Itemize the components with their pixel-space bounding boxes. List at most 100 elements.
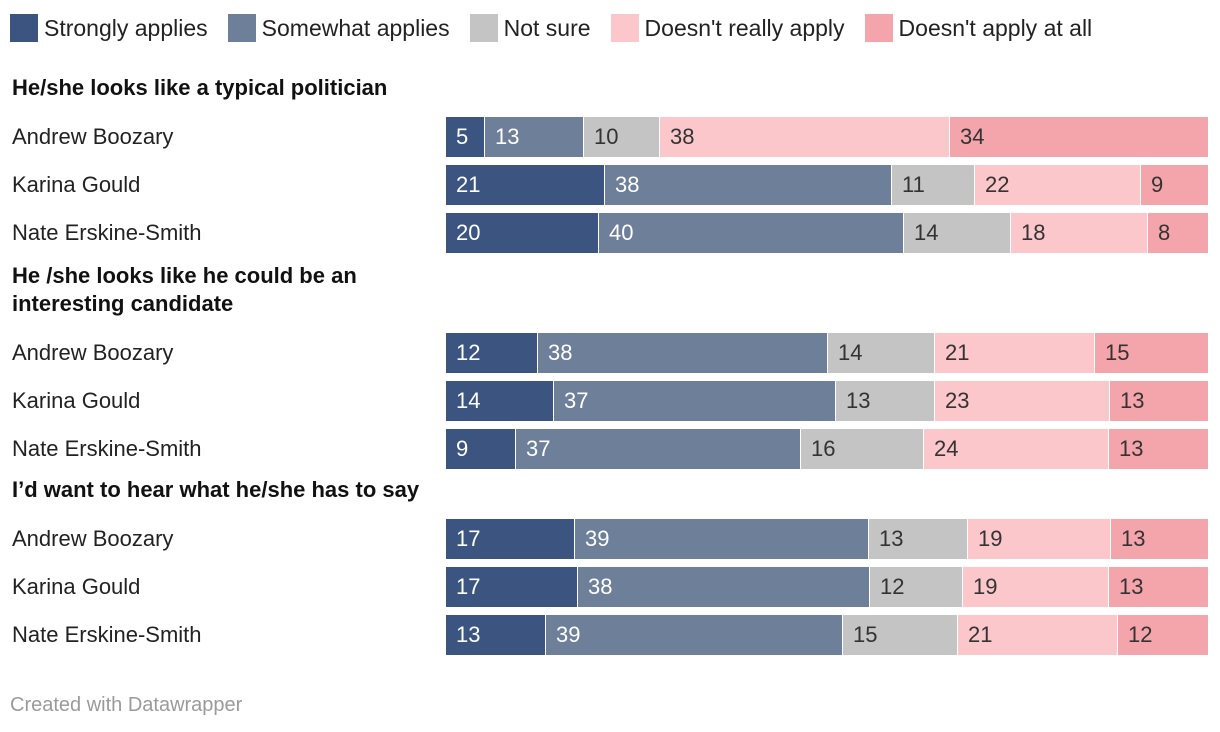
bar-row: 5 13 10 38 34 [446,117,1208,157]
data-label: 37 [564,388,589,413]
bar-segment-not-sure: 13 [868,519,967,559]
legend-label: Doesn't apply at all [898,14,1093,41]
data-label: 21 [456,172,481,197]
legend-swatch [864,14,893,42]
bar-segment-doesn-t-apply-at-all: 15 [1094,333,1208,373]
legend-label: Doesn't really apply [644,14,845,41]
bar-segment-doesn-t-really-apply: 21 [957,615,1117,655]
data-label: 39 [556,622,581,647]
legend-label: Somewhat applies [261,14,450,41]
bar-segment-strongly-applies: 20 [446,213,598,253]
data-label: 13 [1120,388,1145,413]
legend-swatch [610,14,639,42]
data-label: 12 [456,340,481,365]
row-label: Nate Erskine-Smith [12,220,202,245]
bar-segment-strongly-applies: 5 [446,117,484,157]
data-label: 5 [456,124,469,149]
legend-item-strongly-applies: Strongly applies [10,14,208,42]
bar-segment-strongly-applies: 17 [446,567,577,607]
bar-segment-doesn-t-really-apply: 38 [659,117,949,157]
bar-segment-doesn-t-really-apply: 21 [934,333,1094,373]
legend-item-doesn-t-apply-at-all: Doesn't apply at all [864,14,1093,42]
row-label: Andrew Boozary [12,526,174,551]
bar-segment-somewhat-applies: 40 [598,213,903,253]
data-label: 38 [548,340,573,365]
legend: Strongly applies Somewhat applies Not sure… [10,13,1112,43]
bar-segment-doesn-t-apply-at-all: 13 [1110,519,1208,559]
data-label: 37 [526,436,551,461]
data-label: 13 [879,526,904,551]
bar-segment-strongly-applies: 21 [446,165,604,205]
data-label: 38 [615,172,640,197]
footer-credit: Created with Datawrapper [10,694,243,716]
data-label: 13 [846,388,871,413]
data-label: 14 [914,220,939,245]
bar-segment-doesn-t-really-apply: 22 [974,165,1140,205]
data-label: 13 [1121,526,1146,551]
data-label: 12 [880,574,905,599]
legend-swatch [469,14,498,42]
bar-segment-doesn-t-really-apply: 19 [967,519,1110,559]
data-label: 20 [456,220,481,245]
bar-segment-somewhat-applies: 37 [515,429,800,469]
data-label: 18 [1021,220,1046,245]
data-label: 39 [585,526,610,551]
bar-row: 12 38 14 21 15 [446,333,1208,373]
data-label: 19 [973,574,998,599]
bar-segment-not-sure: 12 [869,567,962,607]
legend-label: Strongly applies [44,14,208,41]
bar-segment-not-sure: 14 [827,333,934,373]
row-label: Andrew Boozary [12,124,174,149]
bar-segment-not-sure: 16 [800,429,923,469]
bar-segment-somewhat-applies: 38 [577,567,869,607]
bar-row: 13 39 15 21 12 [446,615,1208,655]
bar-segment-doesn-t-apply-at-all: 12 [1117,615,1208,655]
bar-segment-somewhat-applies: 39 [545,615,842,655]
legend-swatch [227,14,256,42]
legend-item-somewhat-applies: Somewhat applies [227,14,450,42]
bar-segment-strongly-applies: 13 [446,615,545,655]
data-label: 17 [456,574,481,599]
bar-segment-strongly-applies: 14 [446,381,553,421]
data-label: 11 [902,172,925,197]
data-label: 15 [853,622,878,647]
bar-segment-doesn-t-apply-at-all: 13 [1109,381,1208,421]
bar-row: 20 40 14 18 8 [446,213,1208,253]
row-label: Karina Gould [12,574,141,599]
bar-segment-somewhat-applies: 38 [537,333,827,373]
data-label: 13 [1119,574,1144,599]
data-label: 13 [1119,436,1144,461]
row-label: Karina Gould [12,172,141,197]
data-label: 9 [456,436,469,461]
bar-row: 21 38 11 22 9 [446,165,1208,205]
stacked-bar-chart: He/she looks like a typical politician An… [12,75,1208,655]
bar-segment-doesn-t-really-apply: 23 [934,381,1109,421]
data-label: 22 [985,172,1010,197]
bar-segment-doesn-t-apply-at-all: 8 [1147,213,1208,253]
legend-item-doesn-t-really-apply: Doesn't really apply [610,14,845,42]
data-label: 23 [945,388,970,413]
data-label: 9 [1151,172,1164,197]
data-label: 21 [945,340,970,365]
row-label: Nate Erskine-Smith [12,436,202,461]
row-label: Andrew Boozary [12,340,174,365]
bar-segment-strongly-applies: 12 [446,333,537,373]
data-label: 14 [838,340,863,365]
bar-segment-doesn-t-apply-at-all: 13 [1108,567,1208,607]
data-label: 15 [1105,340,1130,365]
bar-segment-doesn-t-apply-at-all: 34 [949,117,1208,157]
data-label: 13 [495,124,520,149]
bar-row: 17 39 13 19 13 [446,519,1208,559]
data-label: 19 [978,526,1003,551]
bar-row: 14 37 13 23 13 [446,381,1208,421]
group-title: He /she looks like he could be an intere… [12,263,357,316]
bar-segment-somewhat-applies: 38 [604,165,891,205]
bar-segment-strongly-applies: 9 [446,429,515,469]
bar-segment-doesn-t-really-apply: 18 [1010,213,1147,253]
data-label: 10 [594,124,619,149]
data-label: 8 [1158,220,1171,245]
data-label: 38 [670,124,695,149]
group-title: I’d want to hear what he/she has to say [12,477,420,502]
bar-segment-doesn-t-apply-at-all: 9 [1140,165,1208,205]
data-label: 40 [609,220,634,245]
